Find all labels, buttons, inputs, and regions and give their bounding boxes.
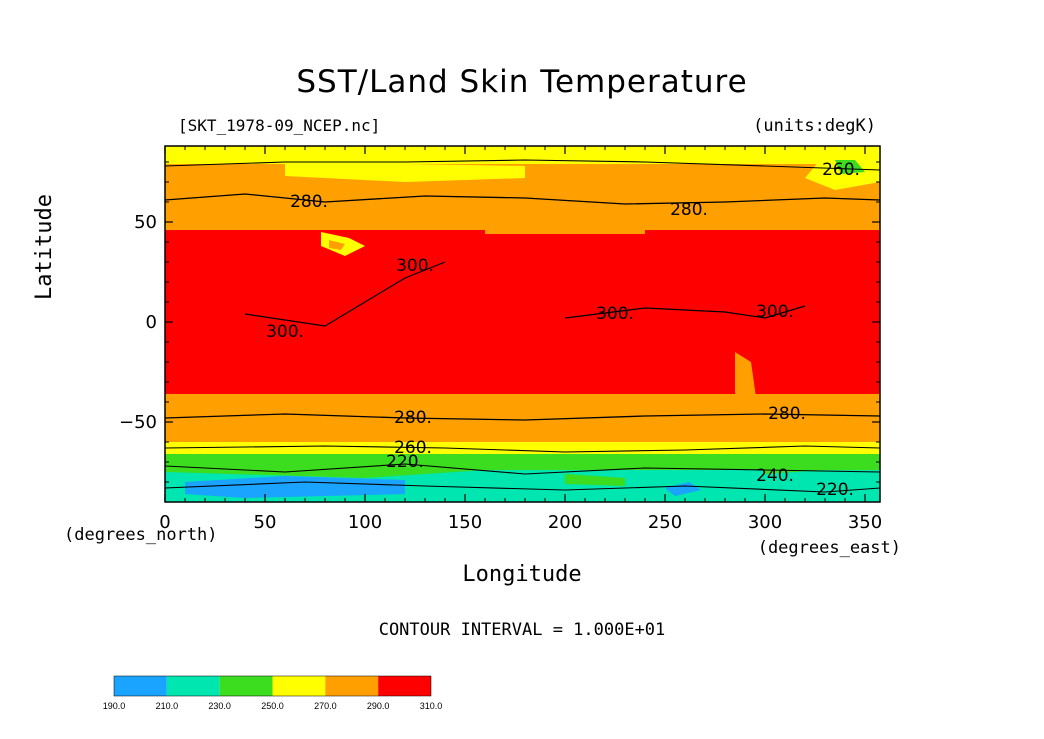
y-axis-label: Latitude (32, 194, 57, 300)
plot-frame (164, 145, 881, 503)
colorbar-swatch (272, 676, 326, 696)
x-tick-label: 50 (254, 512, 277, 533)
x-tick-label: 300 (748, 512, 782, 533)
contour-label: 240. (756, 466, 794, 486)
contour-280-north (165, 193, 880, 205)
south-green-wide (165, 454, 485, 478)
x-unit-label: (degrees_north) (64, 525, 218, 545)
colorbar-swatch (325, 676, 379, 696)
contour-240-south (165, 463, 880, 475)
contour-260-south (165, 445, 880, 453)
antarctic-green-1 (565, 474, 625, 486)
contour-280-south (165, 413, 880, 421)
x-tick-label: 350 (848, 512, 882, 533)
arctic-yellow-extension (285, 162, 525, 182)
weddell-green (755, 454, 880, 474)
colorbar-frame (113, 675, 432, 697)
greenland-green-patch (835, 160, 865, 174)
contour-interval-text: CONTOUR INTERVAL = 1.000E+01 (378, 620, 666, 640)
band-south-yellow (165, 442, 880, 454)
y-tick-label: 0 (146, 312, 157, 333)
contour-label: 300. (266, 322, 304, 342)
contour-label: 280. (394, 408, 432, 428)
band-north-orange (165, 164, 880, 230)
andes-orange (735, 352, 761, 438)
contour-label: 300. (596, 304, 634, 324)
y-tick-label: −50 (119, 412, 157, 433)
y-unit-label: (degrees_east) (757, 538, 901, 558)
x-tick-label: 100 (348, 512, 382, 533)
contour-label: 300. (396, 256, 434, 276)
x-tick-label: 150 (448, 512, 482, 533)
colorbar-swatch (378, 676, 431, 696)
colorbar-label: 270.0 (314, 701, 337, 711)
band-south-orange (165, 394, 880, 442)
contour-300-equator (564, 305, 806, 319)
colorbar-label: 290.0 (367, 701, 390, 711)
colorbar-swatch (219, 676, 273, 696)
x-axis-label: Longitude (462, 562, 582, 587)
contour-label: 260. (394, 438, 432, 458)
colorbar-label: 250.0 (261, 701, 284, 711)
antarctic-blue (185, 476, 405, 498)
contour-label: 280. (670, 200, 708, 220)
contour-label: 260. (822, 160, 860, 180)
contour-label: 220. (386, 452, 424, 472)
north-pacific-orange (485, 226, 645, 234)
x-tick-label: 0 (159, 512, 170, 533)
colorbar-label: 190.0 (103, 701, 126, 711)
y-tick-label: 50 (134, 212, 157, 233)
colorbar-label: 210.0 (156, 701, 179, 711)
antarctic-blue-2 (665, 482, 701, 496)
colorbar-label: 310.0 (420, 701, 443, 711)
band-tropics-red (165, 230, 880, 394)
dataset-filename: [SKT_1978-09_NCEP.nc] (178, 116, 381, 135)
contour-300-indian (244, 261, 446, 327)
x-tick-label: 200 (548, 512, 582, 533)
contour-label: 300. (756, 302, 794, 322)
colorbar-swatch (166, 676, 220, 696)
chart-title: SST/Land Skin Temperature (296, 64, 748, 100)
colorbar-swatch (114, 676, 167, 696)
band-arctic-yellow (165, 146, 880, 164)
colorbar-label: 230.0 (208, 701, 231, 711)
field-layer: 280. 280. 260. 300. 300. 300. 300. 280. 280. 260.… (165, 146, 880, 502)
units-label: (units:degK) (753, 116, 876, 136)
contour-label: 280. (290, 192, 328, 212)
contour-label: 220. (816, 480, 854, 500)
x-tick-label: 250 (648, 512, 682, 533)
contour-220-south (165, 481, 880, 493)
tibet-orange (329, 240, 345, 250)
contour-label: 280. (768, 404, 806, 424)
contour-260-north (165, 159, 880, 171)
